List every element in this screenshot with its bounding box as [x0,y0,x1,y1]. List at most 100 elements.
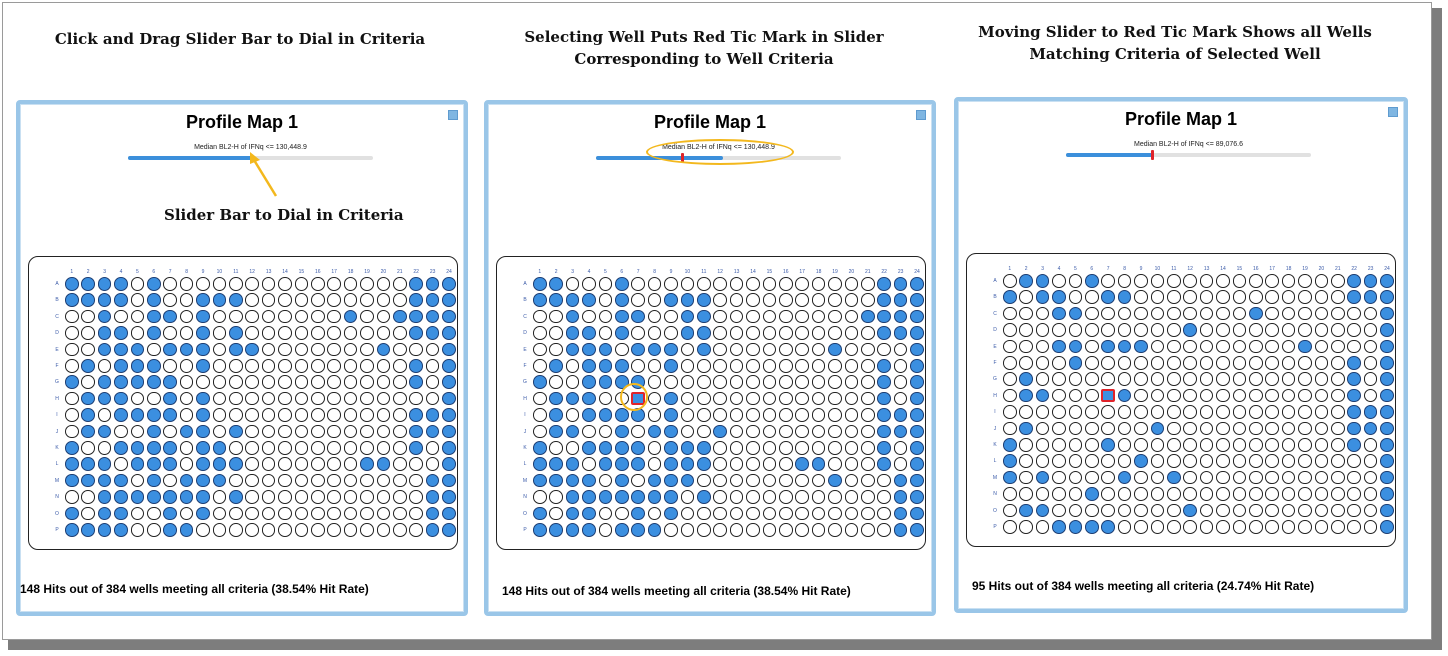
well[interactable] [1331,274,1345,288]
well[interactable] [1199,306,1214,321]
well[interactable] [713,342,727,357]
well[interactable] [1117,470,1132,485]
well[interactable] [147,277,161,291]
well[interactable] [1363,339,1378,354]
well[interactable] [147,408,161,422]
well[interactable] [376,375,391,389]
well[interactable] [1134,405,1148,419]
well[interactable] [1117,339,1132,354]
well[interactable] [598,424,613,439]
well[interactable] [1265,372,1279,386]
well[interactable] [565,391,580,406]
well[interactable] [647,359,662,373]
well[interactable] [1363,290,1378,304]
well[interactable] [697,375,711,389]
well[interactable] [425,309,440,324]
well[interactable] [360,326,374,340]
well[interactable] [811,293,826,307]
well[interactable] [311,391,325,406]
well[interactable] [245,490,259,504]
well[interactable] [1298,405,1312,419]
panel-resize-handle[interactable] [1388,107,1398,117]
well[interactable] [811,375,826,389]
well[interactable] [163,277,177,291]
well[interactable] [1199,339,1214,354]
well[interactable] [97,375,112,389]
well[interactable] [598,506,613,521]
well[interactable] [877,293,891,307]
well[interactable] [179,490,194,504]
well[interactable] [163,424,177,439]
well[interactable] [811,309,826,324]
well[interactable] [1150,372,1165,386]
well[interactable] [615,408,629,422]
well[interactable] [1117,405,1132,419]
well[interactable] [1199,356,1214,370]
well[interactable] [877,473,891,488]
well[interactable] [1232,290,1247,304]
well[interactable] [278,391,292,406]
well[interactable] [565,457,580,471]
well[interactable] [549,375,563,389]
well[interactable] [65,391,79,406]
well[interactable] [1134,372,1148,386]
well[interactable] [631,359,645,373]
well[interactable] [1101,306,1115,321]
well[interactable] [1183,470,1197,485]
well[interactable] [1298,520,1312,534]
well[interactable] [130,277,145,291]
well[interactable] [425,293,440,307]
well[interactable] [647,424,662,439]
well[interactable] [582,277,596,291]
well[interactable] [1265,290,1279,304]
well[interactable] [1003,339,1017,354]
well[interactable] [631,342,645,357]
well[interactable] [327,391,341,406]
well[interactable] [1347,405,1361,419]
well[interactable] [615,473,629,488]
well[interactable] [294,391,309,406]
well[interactable] [1199,323,1214,337]
well[interactable] [893,293,908,307]
well[interactable] [376,441,391,455]
well[interactable] [393,490,407,504]
well[interactable] [1134,438,1148,452]
well[interactable] [360,490,374,504]
well[interactable] [409,506,423,521]
well[interactable] [196,473,210,488]
well[interactable] [893,457,908,471]
well[interactable] [598,309,613,324]
well[interactable] [147,342,161,357]
well[interactable] [1216,290,1230,304]
well[interactable] [893,473,908,488]
well[interactable] [196,506,210,521]
well[interactable] [795,457,809,471]
well[interactable] [1314,454,1329,468]
well[interactable] [1331,323,1345,337]
well[interactable] [1363,405,1378,419]
well[interactable] [1298,438,1312,452]
well[interactable] [811,473,826,488]
well[interactable] [1003,388,1017,403]
well[interactable] [360,457,374,471]
well[interactable] [130,408,145,422]
well[interactable] [1232,438,1247,452]
well[interactable] [65,506,79,521]
well[interactable] [179,277,194,291]
well[interactable] [393,457,407,471]
well[interactable] [409,441,423,455]
well[interactable] [311,277,325,291]
well[interactable] [376,490,391,504]
well[interactable] [114,473,128,488]
well[interactable] [598,293,613,307]
well[interactable] [1347,470,1361,485]
well[interactable] [294,473,309,488]
well[interactable] [1134,520,1148,534]
well[interactable] [1216,520,1230,534]
well[interactable] [1249,503,1263,518]
well[interactable] [1068,339,1083,354]
well[interactable] [844,293,859,307]
well[interactable] [647,375,662,389]
well[interactable] [1331,290,1345,304]
well[interactable] [1150,388,1165,403]
